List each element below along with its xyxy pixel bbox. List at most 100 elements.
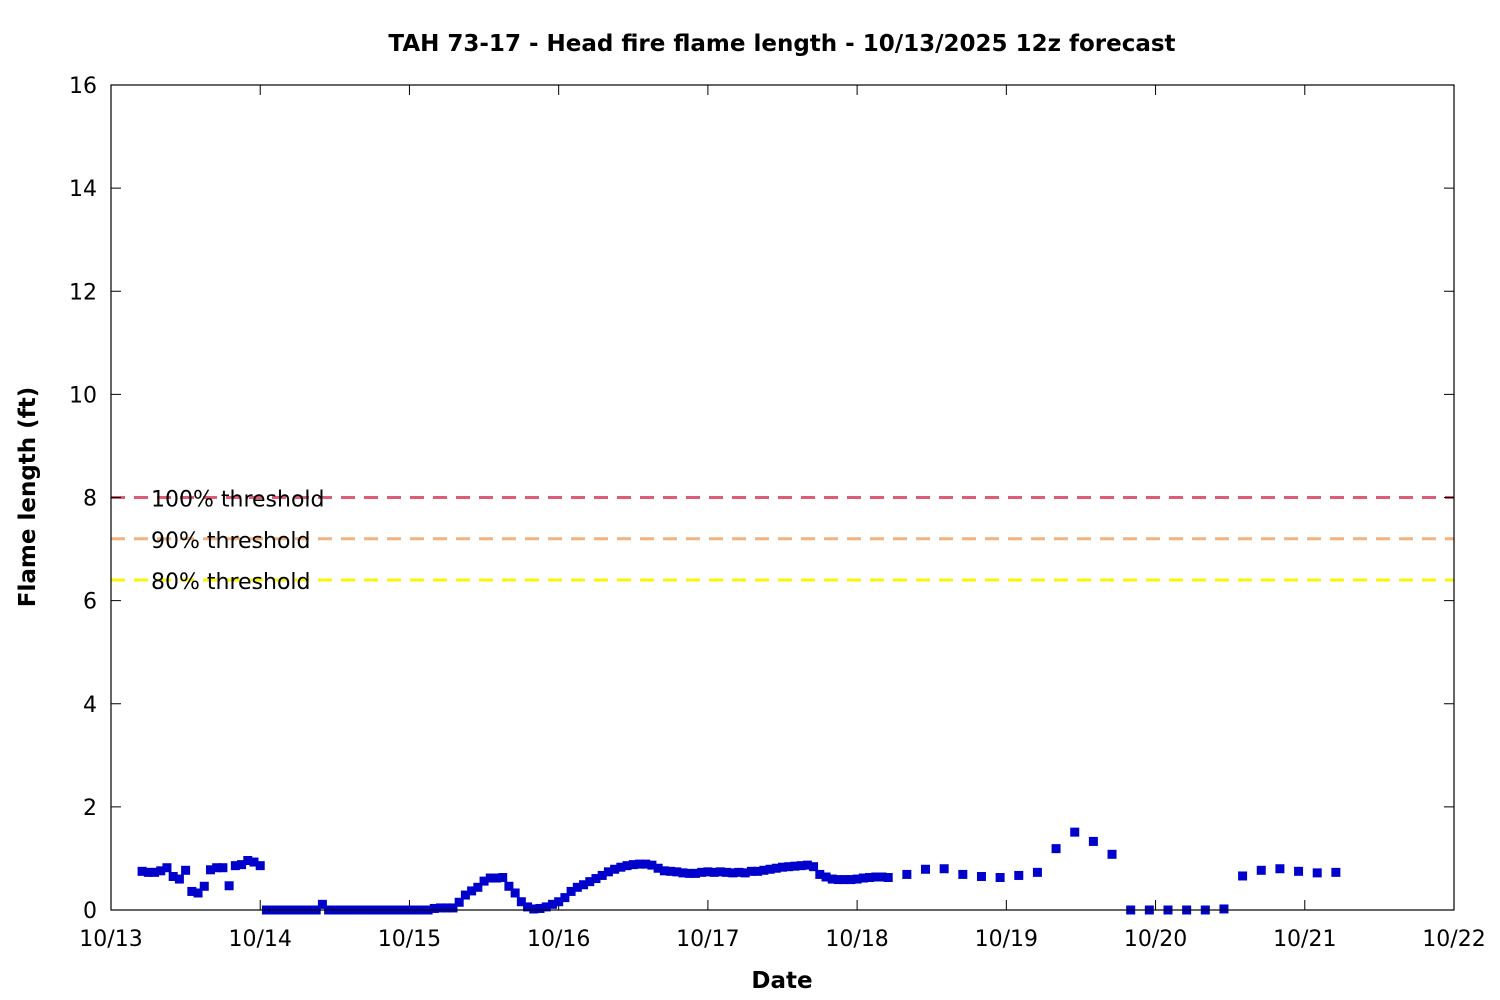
data-point-130 — [1070, 827, 1080, 837]
data-point-59 — [504, 881, 514, 891]
data-point-139 — [1238, 871, 1248, 881]
y-tick-label-3: 6 — [83, 590, 97, 615]
data-point-29 — [317, 899, 327, 909]
data-point-7 — [181, 865, 191, 875]
data-point-15 — [230, 861, 240, 871]
data-point-132 — [1107, 849, 1117, 859]
data-point-67 — [554, 897, 564, 907]
data-point-51 — [454, 897, 464, 907]
data-point-57 — [491, 873, 501, 883]
data-point-74 — [597, 870, 607, 880]
data-point-4 — [162, 863, 172, 873]
data-point-19 — [255, 861, 265, 871]
data-point-108 — [809, 862, 819, 872]
data-point-80 — [634, 859, 644, 869]
data-point-48 — [436, 903, 446, 913]
y-tick-label-1: 2 — [83, 796, 97, 821]
axis-ticks: 10/13 10/14 10/15 10/16 10/17 10/18 10/19 10/20… — [69, 74, 1486, 952]
data-point-64 — [535, 903, 545, 913]
y-tick-label-6: 12 — [69, 280, 97, 305]
data-point-61 — [516, 897, 526, 907]
data-point-101 — [765, 864, 775, 874]
y-tick-label-7: 14 — [69, 177, 97, 202]
data-point-63 — [529, 904, 539, 914]
x-tick-label-2: 10/15 — [378, 927, 441, 952]
y-axis-label: Flame length (ft) — [15, 387, 41, 607]
data-point-47 — [429, 903, 439, 913]
data-point-84 — [659, 866, 669, 876]
data-point-122 — [921, 864, 931, 874]
x-tick-label-0: 10/13 — [79, 927, 142, 952]
data-point-144 — [1331, 867, 1341, 877]
x-tick-label-3: 10/16 — [527, 927, 590, 952]
data-point-78 — [622, 861, 632, 871]
x-tick-label-1: 10/14 — [229, 927, 292, 952]
data-point-127 — [1014, 870, 1024, 880]
data-point-97 — [740, 868, 750, 878]
data-point-13 — [218, 863, 228, 873]
data-point-82 — [647, 860, 657, 870]
threshold-lines: 100% threshold 90% threshold 80% threshold — [111, 488, 1454, 595]
data-point-140 — [1256, 865, 1266, 875]
data-point-6 — [174, 874, 184, 884]
data-point-88 — [684, 868, 694, 878]
data-point-0 — [137, 866, 147, 876]
data-point-76 — [610, 864, 620, 874]
data-point-62 — [523, 902, 533, 912]
data-point-55 — [479, 876, 489, 886]
data-point-89 — [690, 868, 700, 878]
x-tick-label-4: 10/17 — [676, 927, 739, 952]
data-point-114 — [846, 875, 856, 885]
data-point-3 — [156, 866, 166, 876]
data-point-5 — [168, 871, 178, 881]
y-tick-label-0: 0 — [83, 899, 97, 924]
threshold-label-0: 100% threshold — [151, 488, 325, 513]
data-point-12 — [212, 863, 222, 873]
data-point-119 — [877, 872, 887, 882]
data-point-100 — [759, 865, 769, 875]
data-point-143 — [1312, 868, 1322, 878]
data-point-92 — [709, 867, 719, 877]
data-point-110 — [821, 872, 831, 882]
data-point-128 — [1032, 867, 1042, 877]
data-point-56 — [485, 873, 495, 883]
data-point-79 — [628, 860, 638, 870]
data-point-53 — [467, 886, 477, 896]
data-point-11 — [205, 865, 215, 875]
data-point-111 — [827, 874, 837, 884]
x-tick-label-8: 10/21 — [1273, 927, 1336, 952]
threshold-label-2: 80% threshold — [151, 570, 311, 595]
data-point-69 — [566, 886, 576, 896]
data-point-50 — [448, 903, 458, 913]
data-point-17 — [243, 856, 253, 865]
data-point-141 — [1275, 864, 1285, 874]
data-point-75 — [603, 867, 613, 877]
data-point-58 — [498, 873, 508, 883]
x-tick-label-6: 10/19 — [975, 927, 1038, 952]
data-point-129 — [1051, 844, 1061, 854]
data-point-142 — [1294, 866, 1304, 876]
data-point-49 — [442, 903, 452, 913]
x-axis-label: Date — [751, 968, 812, 994]
data-point-102 — [771, 863, 781, 873]
data-point-94 — [722, 867, 732, 877]
data-point-123 — [939, 864, 949, 874]
data-point-112 — [833, 875, 843, 885]
data-point-1 — [143, 867, 153, 877]
data-point-70 — [572, 882, 582, 892]
data-point-10 — [199, 881, 209, 891]
data-point-120 — [883, 873, 893, 883]
plot-frame — [110, 84, 1455, 911]
y-tick-label-5: 10 — [69, 383, 97, 408]
data-point-131 — [1088, 836, 1098, 846]
data-point-71 — [579, 880, 589, 890]
data-point-65 — [541, 902, 551, 912]
data-point-106 — [796, 861, 806, 871]
data-point-2 — [150, 867, 160, 877]
data-point-103 — [778, 862, 787, 872]
data-point-68 — [560, 893, 570, 903]
data-point-81 — [641, 859, 651, 869]
data-point-52 — [460, 890, 470, 900]
data-point-107 — [802, 860, 812, 870]
x-tick-label-9: 10/22 — [1422, 927, 1485, 952]
